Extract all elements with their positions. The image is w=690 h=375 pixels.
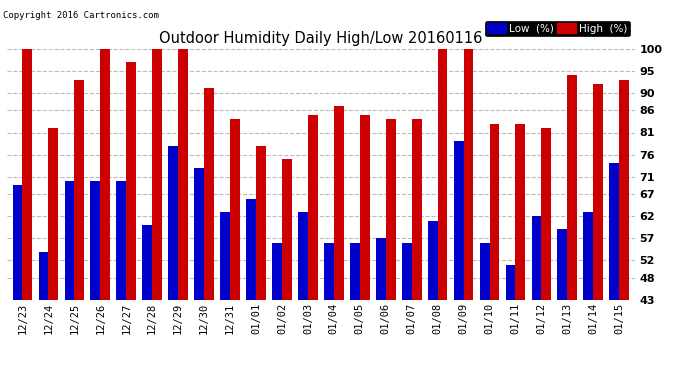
Bar bbox=[178, 49, 188, 300]
Bar bbox=[412, 119, 422, 300]
Bar bbox=[298, 212, 308, 300]
Legend: Low  (%), High  (%): Low (%), High (%) bbox=[485, 21, 629, 36]
Bar bbox=[531, 216, 542, 300]
Bar bbox=[584, 212, 593, 300]
Bar bbox=[542, 128, 551, 300]
Title: Outdoor Humidity Daily High/Low 20160116: Outdoor Humidity Daily High/Low 20160116 bbox=[159, 31, 482, 46]
Bar bbox=[282, 159, 292, 300]
Bar bbox=[609, 164, 619, 300]
Bar bbox=[350, 243, 359, 300]
Bar bbox=[506, 265, 515, 300]
Bar bbox=[489, 124, 500, 300]
Bar bbox=[152, 49, 162, 300]
Bar bbox=[23, 49, 32, 300]
Bar bbox=[334, 106, 344, 300]
Bar bbox=[480, 243, 489, 300]
Bar bbox=[39, 252, 48, 300]
Bar bbox=[100, 49, 110, 300]
Bar bbox=[126, 62, 136, 300]
Bar bbox=[64, 181, 75, 300]
Bar bbox=[376, 238, 386, 300]
Bar bbox=[117, 181, 126, 300]
Bar bbox=[194, 168, 204, 300]
Bar bbox=[386, 119, 395, 300]
Bar bbox=[515, 124, 525, 300]
Bar bbox=[204, 88, 214, 300]
Bar bbox=[324, 243, 334, 300]
Bar bbox=[454, 141, 464, 300]
Bar bbox=[246, 199, 256, 300]
Bar bbox=[558, 230, 567, 300]
Bar bbox=[402, 243, 412, 300]
Bar bbox=[272, 243, 282, 300]
Bar bbox=[220, 212, 230, 300]
Bar bbox=[48, 128, 58, 300]
Text: Copyright 2016 Cartronics.com: Copyright 2016 Cartronics.com bbox=[3, 11, 159, 20]
Bar bbox=[593, 84, 603, 300]
Bar bbox=[619, 80, 629, 300]
Bar bbox=[75, 80, 84, 300]
Bar bbox=[230, 119, 240, 300]
Bar bbox=[464, 49, 473, 300]
Bar bbox=[142, 225, 152, 300]
Bar bbox=[359, 115, 370, 300]
Bar bbox=[168, 146, 178, 300]
Bar bbox=[12, 185, 23, 300]
Bar bbox=[90, 181, 100, 300]
Bar bbox=[256, 146, 266, 300]
Bar bbox=[437, 49, 448, 300]
Bar bbox=[308, 115, 317, 300]
Bar bbox=[567, 75, 578, 300]
Bar bbox=[428, 220, 437, 300]
